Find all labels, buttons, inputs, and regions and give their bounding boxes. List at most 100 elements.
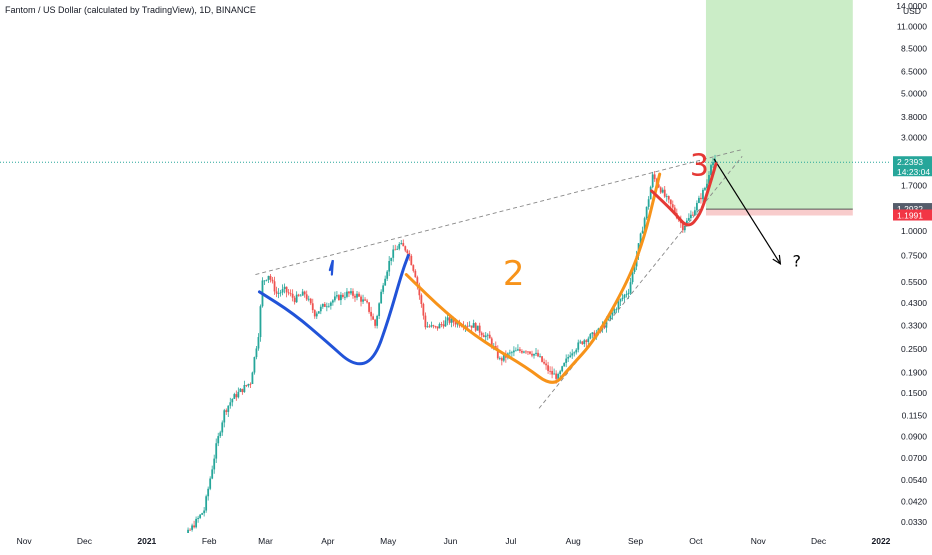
candle-up (698, 195, 700, 204)
candle-up (223, 408, 226, 428)
candle-body (523, 351, 525, 353)
candle-up (502, 354, 505, 363)
candle-body (617, 301, 620, 309)
candle-down (420, 293, 423, 308)
candle-up (253, 356, 256, 375)
candles (165, 154, 716, 549)
candle-down (448, 315, 451, 325)
candle-up (571, 349, 574, 359)
candle-down (480, 331, 483, 338)
candle-body (631, 271, 634, 283)
candle-body (243, 385, 246, 393)
candle-body (344, 296, 346, 298)
candle-body (482, 335, 485, 338)
candle-up (335, 291, 338, 299)
candle-down (428, 324, 431, 328)
current-price-tag: 2.2393 (897, 157, 923, 167)
candle-down (374, 318, 377, 329)
candle-down (525, 350, 527, 355)
candle-body (490, 338, 493, 347)
candle-up (277, 288, 280, 299)
candle-body (496, 348, 499, 359)
candle-down (273, 276, 276, 295)
candle-body (641, 230, 644, 234)
candle-body (531, 353, 533, 356)
candle-body (279, 292, 282, 294)
candle-body (549, 370, 551, 372)
candle-up (207, 486, 210, 501)
candle-up (231, 398, 234, 407)
candle-up (197, 515, 200, 523)
candle-body (472, 323, 475, 328)
candle-body (470, 325, 473, 328)
candle-up (217, 432, 220, 447)
y-tick-label: 0.2500 (901, 344, 927, 354)
candle-up (185, 533, 187, 540)
candle-body (299, 295, 302, 297)
candle-body (364, 299, 366, 301)
candle-up (283, 283, 286, 294)
candle-up (611, 311, 614, 320)
candle-down (585, 339, 588, 347)
candle-down (436, 326, 439, 331)
orange-cup-curve (404, 172, 662, 384)
candle-body (663, 189, 666, 197)
candle-up (569, 351, 572, 358)
candle-body (386, 271, 389, 279)
candle-down (245, 384, 248, 388)
candle-down (368, 302, 370, 314)
candle-body (587, 338, 590, 342)
candle-down (519, 347, 521, 353)
candle-body (241, 388, 244, 393)
candle-up (263, 280, 266, 286)
candle-up (696, 200, 698, 216)
candle-body (275, 291, 278, 294)
candle-down (482, 332, 485, 338)
current-price-tag-countdown: 14:23:04 (897, 167, 930, 177)
candle-up (344, 292, 346, 301)
candle-up (362, 294, 364, 304)
candle-body (583, 340, 586, 345)
candle-body (388, 260, 391, 272)
candle-down (434, 325, 437, 329)
candle-body (199, 514, 202, 518)
candle-body (235, 394, 238, 398)
candle-up (199, 513, 202, 520)
plot-area: 1 2 3? (0, 0, 889, 549)
candle-body (239, 388, 242, 392)
candle-body (251, 372, 254, 384)
candle-down (249, 382, 252, 389)
candle-up (623, 293, 626, 303)
candle-body (446, 317, 449, 321)
candle-body (346, 291, 348, 297)
candle-body (553, 373, 556, 375)
candle-body (410, 255, 413, 266)
candle-down (165, 543, 167, 547)
candle-down (422, 302, 425, 320)
candle-body (203, 510, 206, 514)
candle-body (603, 325, 606, 328)
candle-body (229, 402, 232, 406)
candle-up (195, 516, 198, 529)
candle-down (167, 543, 169, 549)
candle-up (205, 494, 208, 513)
candle-body (448, 317, 451, 323)
candle-body (700, 197, 702, 200)
candle-down (527, 350, 529, 356)
candle-down (581, 340, 584, 345)
candle-down (285, 286, 288, 298)
candle-body (217, 436, 220, 444)
candle-down (653, 170, 656, 182)
y-tick-label: 3.0000 (901, 132, 927, 142)
candle-body (547, 365, 549, 371)
candle-body (694, 210, 696, 216)
candle-body (319, 306, 322, 312)
candle-body (633, 266, 636, 272)
candle-body (591, 332, 594, 335)
candle-down (404, 245, 407, 253)
candle-body (173, 541, 175, 544)
candle-up (704, 186, 706, 191)
candle-down (366, 298, 368, 304)
candle-body (519, 349, 521, 351)
